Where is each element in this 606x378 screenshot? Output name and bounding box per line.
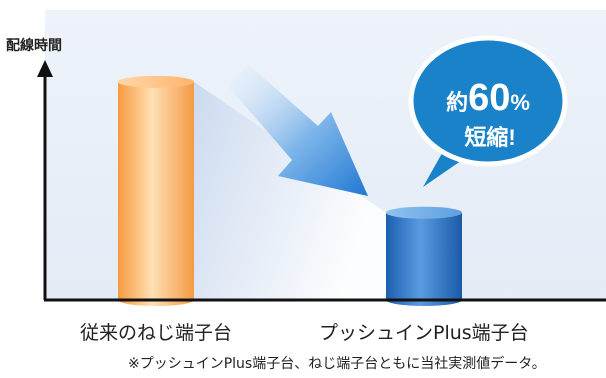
y-axis-arrowhead xyxy=(37,60,53,77)
bar-conventional xyxy=(118,75,194,307)
callout-line2: 短縮! xyxy=(464,125,515,150)
reduction-arrow xyxy=(228,64,368,196)
shadow-band xyxy=(194,81,386,301)
callout-prefix: 約 xyxy=(446,90,468,115)
bar-pushin xyxy=(386,206,462,306)
category-label-conventional: 従来のねじ端子台 xyxy=(80,322,233,344)
callout-line1: 約60% xyxy=(446,77,530,119)
callout-unit: % xyxy=(510,90,530,115)
axes xyxy=(37,60,606,302)
callout-value: 60 xyxy=(468,77,510,119)
category-label-pushin: プッシュインPlus端子台 xyxy=(319,322,529,344)
y-axis-label: 配線時間 xyxy=(6,38,62,54)
callout-bubble: 約60% 短縮! xyxy=(408,35,568,187)
footnote: ※プッシュインPlus端子台、ねじ端子台ともに当社実測値データ。 xyxy=(128,356,546,372)
